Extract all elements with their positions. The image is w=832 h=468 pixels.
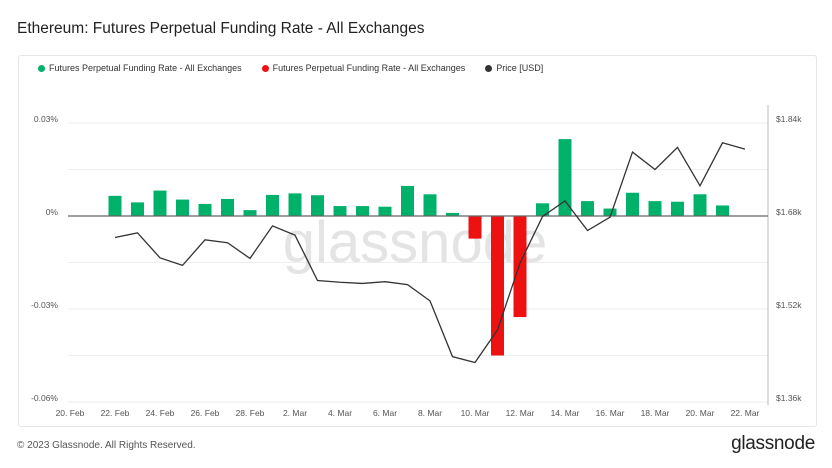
x-tick-label: 2. Mar	[283, 408, 307, 418]
legend-item-positive-rate[interactable]: Futures Perpetual Funding Rate - All Exc…	[38, 63, 242, 73]
funding-bar-positive	[356, 206, 369, 216]
funding-bar-positive	[108, 195, 122, 216]
funding-bar-positive	[603, 208, 617, 216]
x-tick-label: 14. Mar	[551, 408, 580, 418]
funding-bar-positive	[378, 206, 392, 216]
chart-card	[18, 55, 817, 427]
funding-bar-positive	[558, 139, 572, 216]
price-line	[114, 141, 746, 364]
y-left-tick-label: 0.03%	[34, 114, 59, 124]
funding-bar-positive	[131, 202, 144, 216]
funding-bar-positive	[626, 192, 639, 216]
funding-bar-positive	[243, 210, 257, 216]
funding-bar-positive	[446, 212, 459, 216]
x-tick-label: 16. Mar	[596, 408, 625, 418]
x-tick-label: 26. Feb	[191, 408, 220, 418]
funding-bar-negative	[491, 216, 504, 356]
funding-bar-positive	[648, 201, 662, 216]
x-tick-label: 12. Mar	[506, 408, 535, 418]
watermark: glassnode	[283, 210, 547, 275]
chart-title: Ethereum: Futures Perpetual Funding Rate…	[17, 20, 425, 37]
funding-bar-positive	[401, 185, 414, 216]
funding-bar-negative	[468, 216, 482, 239]
x-tick-label: 8. Mar	[418, 408, 442, 418]
legend-item-negative-rate[interactable]: Futures Perpetual Funding Rate - All Exc…	[261, 63, 466, 73]
legend-dot-icon	[261, 64, 269, 72]
legend-dot-icon	[485, 64, 493, 72]
funding-bar-positive	[693, 194, 707, 216]
funding-bar-positive	[153, 190, 167, 216]
funding-bar-positive	[581, 201, 594, 216]
x-tick-label: 10. Mar	[461, 408, 490, 418]
legend-item-price[interactable]: Price [USD]	[485, 63, 543, 73]
x-tick-label: 28. Feb	[236, 408, 265, 418]
funding-bar-negative	[513, 216, 527, 318]
legend-dot-icon	[38, 64, 45, 72]
legend-label: Futures Perpetual Funding Rate - All Exc…	[272, 63, 466, 73]
funding-bar-positive	[671, 201, 684, 216]
glassnode-logo: glassnode	[731, 433, 815, 454]
x-tick-label: 24. Feb	[146, 408, 175, 418]
legend-label: Futures Perpetual Funding Rate - All Exc…	[49, 63, 242, 73]
y-right-tick-label: $1.84k	[776, 114, 802, 124]
funding-bar-positive	[536, 203, 549, 216]
funding-bar-positive	[221, 198, 234, 216]
funding-bar-positive	[423, 194, 437, 216]
x-tick-label: 4. Mar	[328, 408, 352, 418]
x-tick-label: 22. Mar	[731, 408, 760, 418]
y-left-tick-label: 0%	[46, 207, 59, 217]
y-left-tick-label: -0.03%	[31, 300, 58, 310]
y-right-tick-label: $1.36k	[776, 393, 802, 403]
y-right-tick-label: $1.68k	[776, 207, 802, 217]
copyright: © 2023 Glassnode. All Rights Reserved.	[17, 440, 196, 451]
x-tick-label: 6. Mar	[373, 408, 397, 418]
x-tick-label: 18. Mar	[641, 408, 670, 418]
funding-bar-positive	[288, 193, 302, 216]
y-left-tick-label: -0.06%	[31, 393, 58, 403]
legend-label: Price [USD]	[496, 63, 544, 73]
x-tick-label: 22. Feb	[101, 408, 130, 418]
x-tick-label: 20. Feb	[56, 408, 85, 418]
funding-bar-positive	[716, 205, 729, 216]
y-right-tick-label: $1.52k	[776, 300, 802, 310]
legend: Futures Perpetual Funding Rate - All Exc…	[38, 63, 543, 73]
funding-bar-positive	[198, 203, 212, 216]
funding-bar-positive	[266, 194, 279, 216]
funding-bar-positive	[311, 195, 324, 216]
funding-bar-positive	[176, 199, 189, 216]
funding-bar-positive	[333, 206, 347, 216]
x-tick-label: 20. Mar	[686, 408, 715, 418]
